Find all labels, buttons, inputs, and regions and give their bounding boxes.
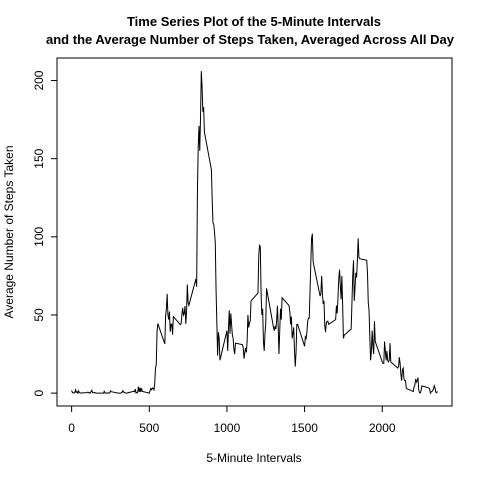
- y-tick-label: 0: [32, 389, 46, 396]
- x-tick-label: 500: [139, 421, 159, 435]
- x-axis-label: 5-Minute Intervals: [206, 451, 301, 465]
- y-tick-label: 50: [32, 308, 46, 322]
- y-tick-label: 100: [32, 226, 46, 246]
- chart-title: Time Series Plot of the 5-Minute Interva…: [127, 14, 381, 29]
- y-tick-label: 150: [32, 148, 46, 168]
- x-tick-label: 0: [68, 421, 75, 435]
- plot-frame: [56, 57, 453, 407]
- data-line: [71, 71, 438, 395]
- y-tick-label: 200: [32, 70, 46, 90]
- x-tick-label: 1500: [291, 421, 318, 435]
- x-tick-label: 2000: [369, 421, 396, 435]
- x-tick-label: 1000: [214, 421, 241, 435]
- y-axis-label: Average Number of Steps Taken: [2, 146, 16, 319]
- chart-subtitle: and the Average Number of Steps Taken, A…: [46, 32, 455, 47]
